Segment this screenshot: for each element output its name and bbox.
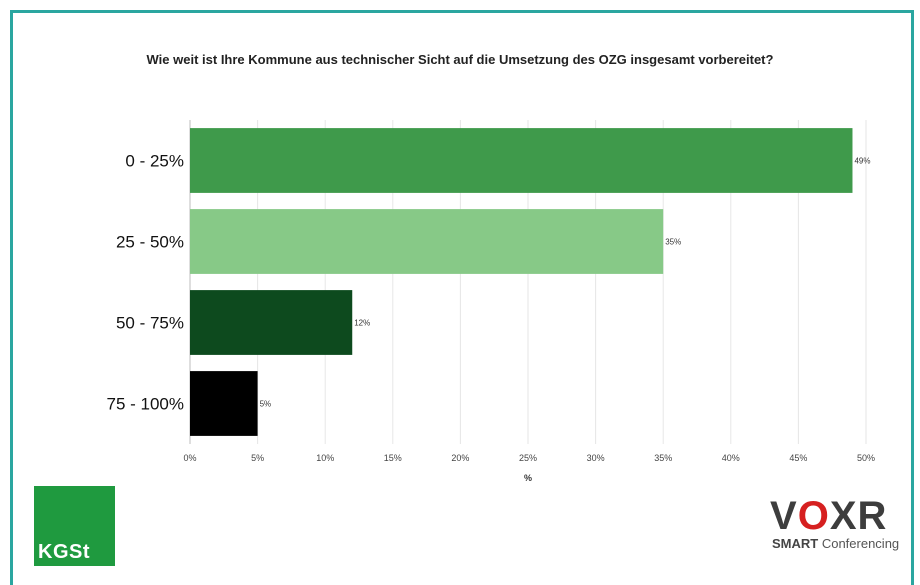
category-label: 0 - 25% xyxy=(125,152,184,171)
category-label: 25 - 50% xyxy=(116,233,184,252)
voxr-wordmark: VOXR xyxy=(770,494,888,538)
x-tick-label: 5% xyxy=(251,453,264,463)
category-label: 75 - 100% xyxy=(107,395,185,414)
x-tick-label: 15% xyxy=(384,453,402,463)
x-tick-label: 20% xyxy=(451,453,469,463)
x-axis-title: % xyxy=(524,473,532,483)
x-tick-label: 25% xyxy=(519,453,537,463)
bar xyxy=(190,209,664,274)
voxr-logo: VOXR SMART Conferencing xyxy=(770,496,918,560)
x-tick-label: 40% xyxy=(722,453,740,463)
data-label: 49% xyxy=(854,157,870,166)
chart-title: Wie weit ist Ihre Kommune aus technische… xyxy=(146,52,774,67)
x-tick-label: 50% xyxy=(857,453,875,463)
voxr-tagline: SMART Conferencing xyxy=(772,536,900,551)
kgst-logo: KGSt xyxy=(34,486,115,566)
data-label: 35% xyxy=(665,238,681,247)
bar xyxy=(190,290,353,355)
x-tick-label: 0% xyxy=(183,453,196,463)
x-tick-label: 45% xyxy=(789,453,807,463)
x-tick-label: 35% xyxy=(654,453,672,463)
bar xyxy=(190,128,853,193)
data-label: 12% xyxy=(354,319,370,328)
kgst-logo-text: KGSt xyxy=(38,541,90,563)
category-label: 50 - 75% xyxy=(116,314,184,333)
figure-frame xyxy=(10,10,914,585)
x-tick-label: 10% xyxy=(316,453,334,463)
data-label: 5% xyxy=(260,400,272,409)
bar xyxy=(190,371,258,436)
x-tick-label: 30% xyxy=(587,453,605,463)
